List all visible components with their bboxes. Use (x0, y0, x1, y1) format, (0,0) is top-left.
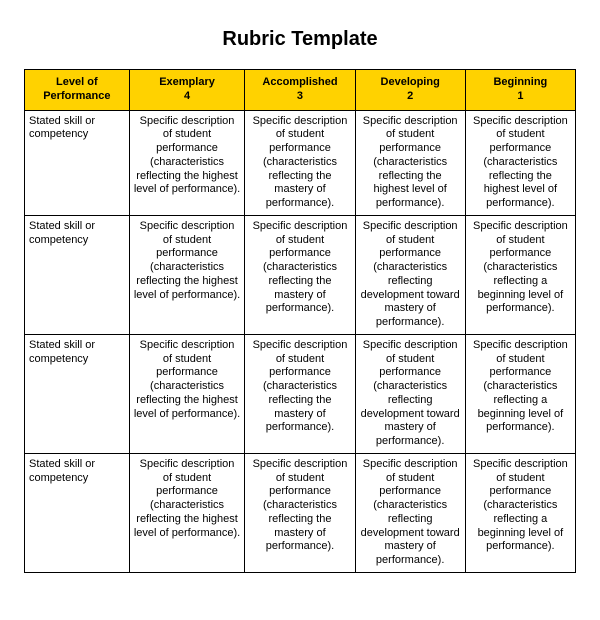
row-label: Stated skill or competency (25, 215, 130, 334)
col-header-accomplished: Accomplished 3 (245, 70, 355, 111)
table-row: Stated skill or competency Specific desc… (25, 334, 576, 453)
page: Rubric Template Level of Performance Exe… (0, 0, 600, 593)
col-header-exemplary: Exemplary 4 (129, 70, 245, 111)
col-header-label: Developing (381, 76, 440, 88)
cell-accomplished: Specific description of student performa… (245, 334, 355, 453)
cell-developing: Specific description of student performa… (355, 334, 465, 453)
cell-accomplished: Specific description of student performa… (245, 110, 355, 215)
page-title: Rubric Template (24, 28, 576, 51)
col-header-score: 4 (132, 90, 243, 104)
cell-developing: Specific description of student performa… (355, 215, 465, 334)
cell-exemplary: Specific description of student performa… (129, 215, 245, 334)
col-header-score: 3 (247, 90, 352, 104)
col-header-beginning: Beginning 1 (465, 70, 575, 111)
col-header-score: 1 (468, 90, 573, 104)
col-header-label: Exemplary (159, 76, 215, 88)
cell-developing: Specific description of student performa… (355, 110, 465, 215)
cell-exemplary: Specific description of student performa… (129, 334, 245, 453)
col-header-developing: Developing 2 (355, 70, 465, 111)
rubric-table: Level of Performance Exemplary 4 Accompl… (24, 69, 576, 573)
table-header: Level of Performance Exemplary 4 Accompl… (25, 70, 576, 111)
cell-accomplished: Specific description of student performa… (245, 453, 355, 572)
cell-beginning: Specific description of student performa… (465, 334, 575, 453)
col-header-label: Beginning (493, 76, 547, 88)
row-label: Stated skill or competency (25, 453, 130, 572)
cell-accomplished: Specific description of student performa… (245, 215, 355, 334)
row-label: Stated skill or competency (25, 110, 130, 215)
table-row: Stated skill or competency Specific desc… (25, 110, 576, 215)
cell-beginning: Specific description of student performa… (465, 110, 575, 215)
cell-beginning: Specific description of student performa… (465, 453, 575, 572)
col-header-label: Level of Performance (43, 76, 110, 102)
col-header-level: Level of Performance (25, 70, 130, 111)
cell-developing: Specific description of student performa… (355, 453, 465, 572)
row-label: Stated skill or competency (25, 334, 130, 453)
col-header-label: Accomplished (262, 76, 337, 88)
cell-beginning: Specific description of student performa… (465, 215, 575, 334)
table-row: Stated skill or competency Specific desc… (25, 453, 576, 572)
col-header-score: 2 (358, 90, 463, 104)
table-row: Stated skill or competency Specific desc… (25, 215, 576, 334)
cell-exemplary: Specific description of student performa… (129, 453, 245, 572)
cell-exemplary: Specific description of student performa… (129, 110, 245, 215)
table-body: Stated skill or competency Specific desc… (25, 110, 576, 572)
